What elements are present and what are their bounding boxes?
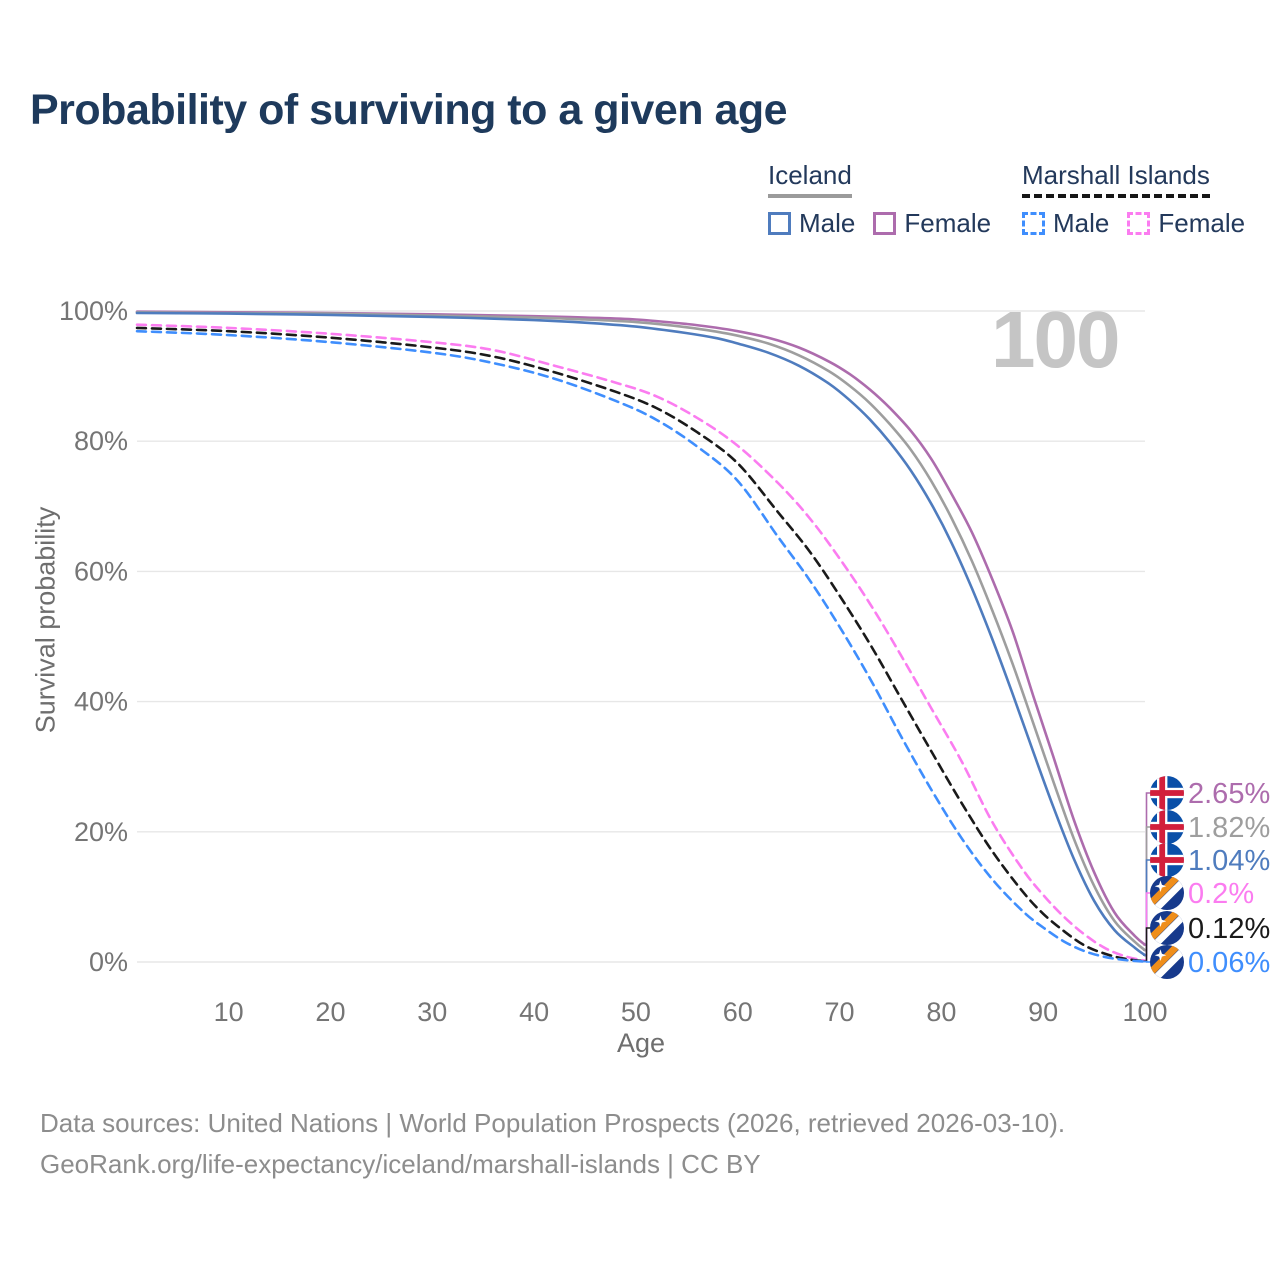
legend-group-title-iceland: Iceland (768, 160, 852, 198)
legend-swatch-iceland-female (873, 212, 897, 235)
footer-attribution-line: GeoRank.org/life-expectancy/iceland/mars… (40, 1149, 761, 1179)
curve-marshall-both[interactable] (135, 326, 1147, 963)
iceland-flag-icon (1150, 810, 1184, 844)
curve-iceland-female[interactable] (135, 310, 1147, 946)
legend-label-marshall-male: Male (1053, 208, 1110, 238)
legend-label-iceland-male: Male (799, 208, 856, 238)
flag-iceland-male (1150, 843, 1184, 877)
legend-item-marshall-female[interactable]: Female (1127, 208, 1245, 239)
flag-iceland-female (1150, 776, 1184, 810)
legend-row-marshall-islands: Male Female (1022, 208, 1245, 239)
curve-iceland-both[interactable] (135, 311, 1147, 952)
x-tick-20: 20 (315, 997, 345, 1027)
end-label-iceland-female: 2.65% (1188, 778, 1270, 810)
watermark-100: 100 (991, 295, 1120, 384)
page-title: Probability of surviving to a given age (30, 86, 788, 134)
footer-sources-line: Data sources: United Nations | World Pop… (40, 1108, 1066, 1138)
iceland-flag-icon (1150, 776, 1184, 810)
curve-iceland-male[interactable] (135, 311, 1147, 957)
x-tick-10: 10 (214, 997, 244, 1027)
legend-swatch-iceland-male (768, 212, 791, 235)
curve-marshall-female[interactable] (135, 323, 1147, 962)
end-label-marshall-female: 0.2% (1188, 878, 1254, 910)
legend-group-marshall-islands: Marshall Islands Male Female (1022, 160, 1245, 239)
flag-marshall-male (1150, 945, 1184, 979)
legend-label-iceland-female: Female (904, 208, 992, 238)
x-tick-60: 60 (723, 997, 753, 1027)
iceland-flag-icon (1150, 843, 1184, 877)
y-tick-80%: 80% (74, 426, 128, 456)
footer: Data sources: United Nations | World Pop… (40, 1103, 1065, 1185)
legend-swatch-marshall-female (1127, 212, 1151, 235)
legend-item-iceland-female[interactable]: Female (873, 208, 991, 239)
legend-item-iceland-male[interactable]: Male (768, 208, 855, 239)
y-tick-60%: 60% (74, 556, 128, 586)
x-tick-50: 50 (621, 997, 651, 1027)
flag-iceland-both (1150, 810, 1184, 844)
marshall-islands-flag-icon (1150, 911, 1184, 945)
flag-marshall-both (1150, 911, 1184, 945)
x-tick-30: 30 (417, 997, 447, 1027)
x-tick-40: 40 (519, 997, 549, 1027)
end-label-iceland-both: 1.82% (1188, 812, 1270, 844)
y-tick-0%: 0% (89, 947, 128, 977)
end-connector-iceland-male (1143, 859, 1152, 956)
legend-group-title-marshall-islands: Marshall Islands (1022, 160, 1210, 198)
marshall-islands-flag-icon (1150, 945, 1184, 979)
x-tick-90: 90 (1028, 997, 1058, 1027)
y-tick-20%: 20% (74, 817, 128, 847)
legend-item-marshall-male[interactable]: Male (1022, 208, 1109, 239)
end-connector-iceland-female (1143, 792, 1152, 946)
x-tick-70: 70 (825, 997, 855, 1027)
end-label-iceland-male: 1.04% (1188, 845, 1270, 877)
legend-swatch-marshall-male (1022, 212, 1045, 235)
curve-marshall-male[interactable] (135, 329, 1147, 963)
legend-row-iceland: Male Female (768, 208, 991, 239)
y-tick-100%: 100% (59, 296, 128, 326)
end-label-marshall-both: 0.12% (1188, 913, 1270, 945)
flag-marshall-female (1150, 876, 1184, 910)
x-tick-100: 100 (1122, 997, 1167, 1027)
marshall-islands-flag-icon (1150, 876, 1184, 910)
end-label-marshall-male: 0.06% (1188, 947, 1270, 979)
legend-label-marshall-female: Female (1158, 208, 1246, 238)
x-tick-80: 80 (926, 997, 956, 1027)
y-tick-40%: 40% (74, 687, 128, 717)
legend-group-iceland: Iceland Male Female (768, 160, 991, 239)
x-axis-title: Age (616, 1028, 666, 1058)
